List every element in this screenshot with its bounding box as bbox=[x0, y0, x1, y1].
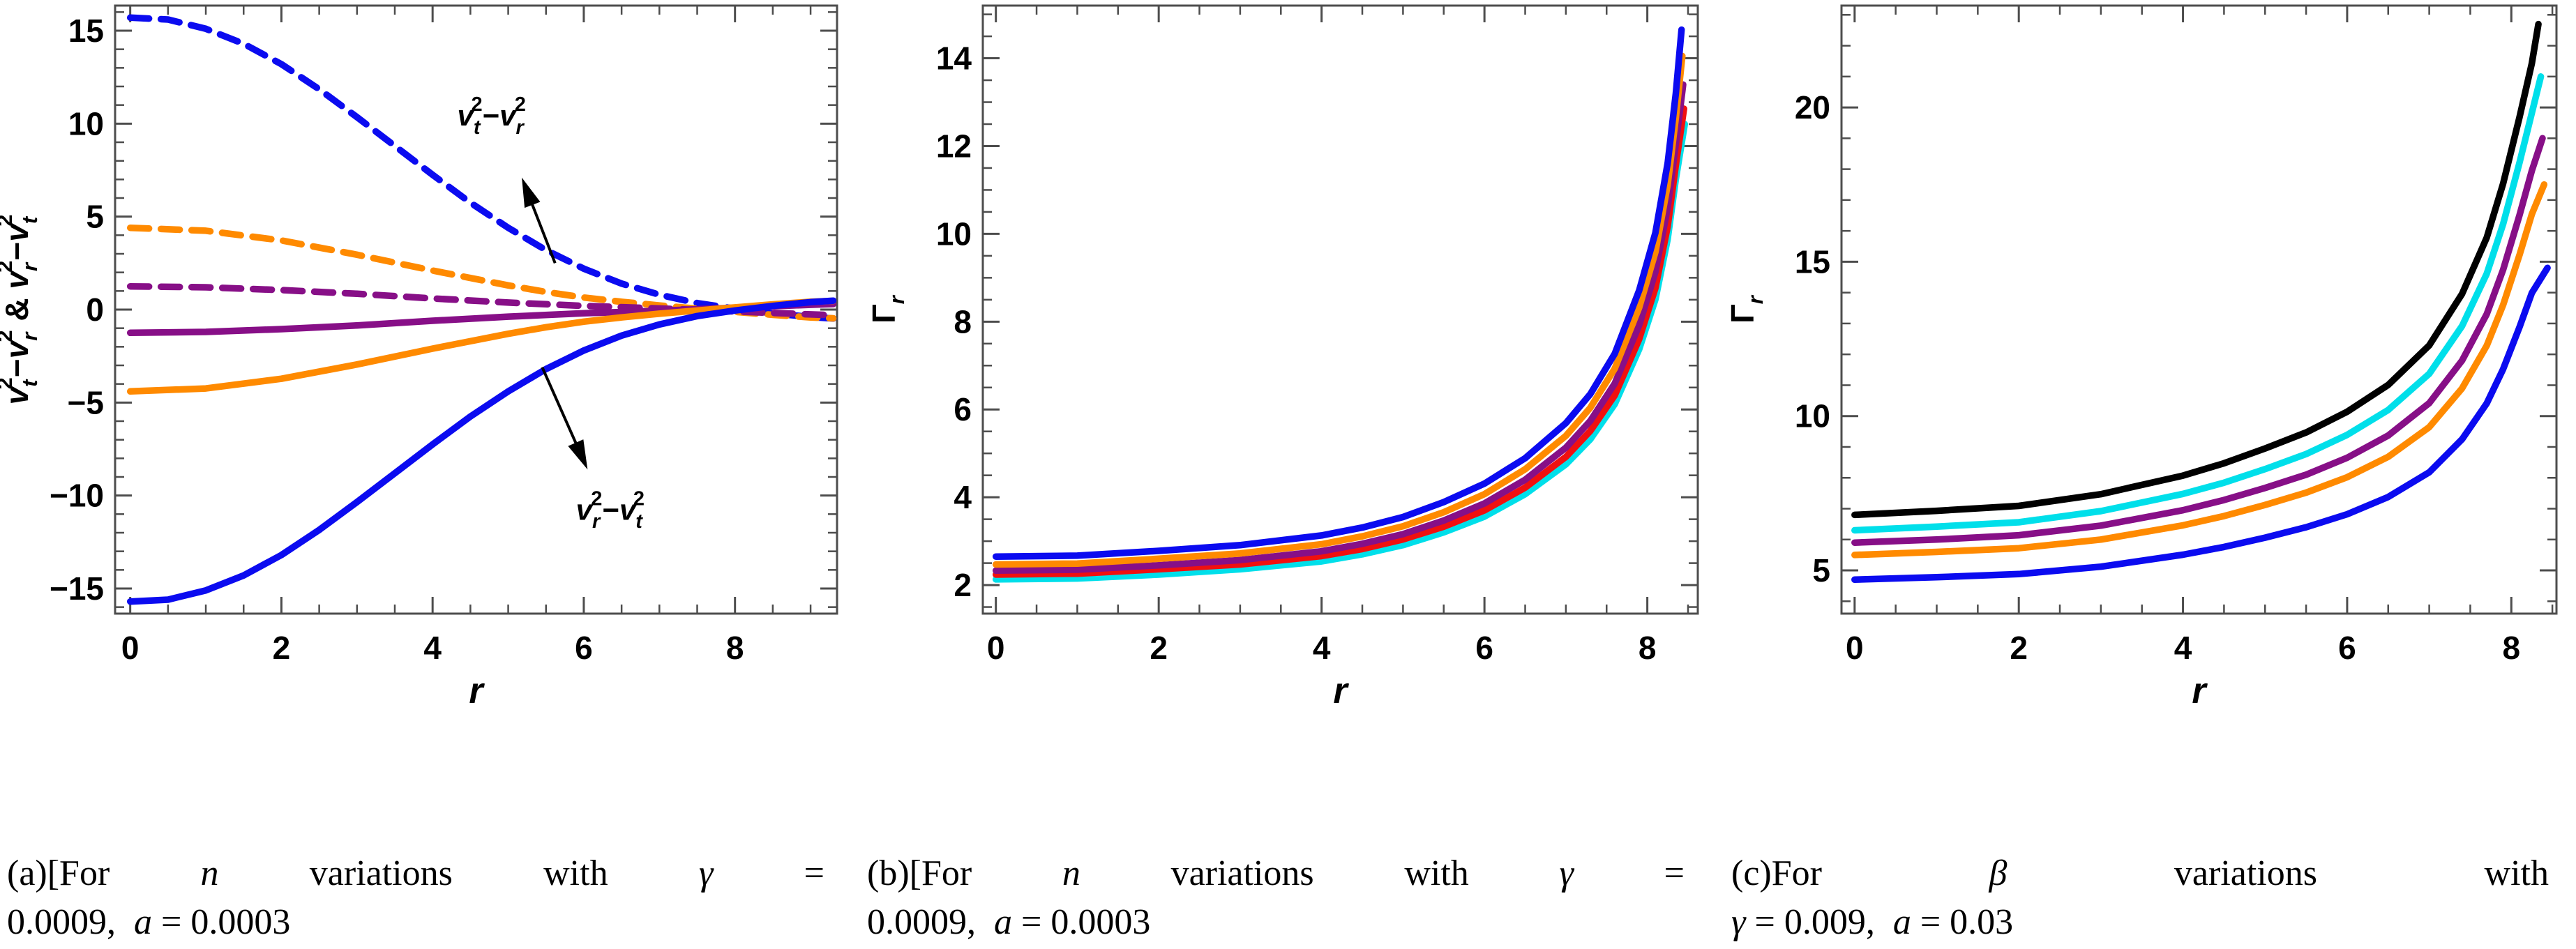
caption-word: γ bbox=[1559, 853, 1574, 893]
caption-segment: = 0.03 bbox=[1911, 902, 2014, 942]
svg-text:0: 0 bbox=[121, 630, 140, 666]
curve-gamma-r-n1-blue bbox=[992, 26, 1685, 560]
svg-text:10: 10 bbox=[1795, 398, 1830, 434]
svg-text:20: 20 bbox=[1795, 89, 1830, 126]
curve-gamma-r-n5-cyan bbox=[992, 121, 1689, 583]
y-axis-label-c: Γr bbox=[1724, 294, 1768, 324]
caption-b-line2: 0.0009, a = 0.0003 bbox=[867, 898, 1685, 947]
svg-text:2: 2 bbox=[273, 630, 291, 666]
caption-c-line1: (c)For β variations with bbox=[1731, 849, 2549, 898]
caption-c: (c)For β variations with γ = 0.009, a = 0.0… bbox=[1731, 849, 2549, 947]
svg-text:10: 10 bbox=[936, 215, 972, 252]
svg-text:8: 8 bbox=[954, 303, 972, 340]
caption-segment: γ bbox=[1731, 902, 1746, 942]
caption-word: (b)[For bbox=[867, 853, 972, 893]
svg-text:5: 5 bbox=[1812, 552, 1830, 589]
curve-vt2-vr2-n1-blue-dashed bbox=[126, 14, 837, 322]
svg-text:12: 12 bbox=[936, 128, 972, 164]
curve-vt2-vr2-n3-purple-dashed bbox=[126, 282, 837, 319]
x-axis-label-c: r bbox=[2192, 671, 2208, 711]
curve-gamma-r-beta5-blue bbox=[1851, 264, 2551, 584]
panel-a-chart: 0 2 4 6 8 −15 −10 −5 0 5 10 15 vt2−vr2 vr2−vt2 r vt2−vr… bbox=[0, 4, 838, 711]
caption-segment: a bbox=[1892, 902, 1911, 942]
vr2-minus-vt2-label-arrow bbox=[541, 366, 579, 448]
caption-a-line2: 0.0009, a = 0.0003 bbox=[7, 898, 824, 947]
x-axis-label-b: r bbox=[1333, 671, 1349, 711]
svg-text:4: 4 bbox=[423, 630, 442, 666]
svg-text:−10: −10 bbox=[50, 478, 104, 514]
curve-gamma-r-beta4-orange bbox=[1851, 181, 2548, 559]
svg-text:5: 5 bbox=[86, 199, 104, 235]
svg-text:0: 0 bbox=[987, 630, 1005, 666]
caption-word: variations bbox=[309, 853, 453, 893]
caption-b-line1: (b)[For n variations with γ = bbox=[867, 849, 1685, 898]
svg-text:4: 4 bbox=[2174, 630, 2192, 666]
svg-text:14: 14 bbox=[936, 40, 972, 77]
svg-text:6: 6 bbox=[575, 630, 593, 666]
caption-word: n bbox=[200, 853, 219, 893]
svg-text:4: 4 bbox=[1313, 630, 1331, 666]
caption-word: γ bbox=[698, 853, 714, 893]
y-axis-label-a: vt2−vr2 & vr2−vt2 bbox=[0, 215, 42, 405]
svg-text:6: 6 bbox=[2338, 630, 2356, 666]
caption-segment: = 0.0003 bbox=[1012, 902, 1151, 942]
curve-gamma-r-beta3-purple bbox=[1851, 135, 2546, 546]
caption-a: (a)[For n variations with γ = 0.0009, a = 0.0… bbox=[7, 849, 824, 947]
caption-word: variations bbox=[1170, 853, 1314, 893]
svg-text:2: 2 bbox=[954, 567, 972, 603]
curve-vr2-vt2-n1-blue-solid bbox=[126, 297, 837, 605]
curve-gamma-r-n3-purple bbox=[992, 81, 1687, 575]
svg-text:0: 0 bbox=[86, 291, 104, 328]
svg-text:15: 15 bbox=[68, 13, 104, 49]
svg-text:8: 8 bbox=[1639, 630, 1657, 666]
caption-word: (a)[For bbox=[7, 853, 110, 893]
caption-segment: = 0.009, bbox=[1745, 902, 1893, 942]
curve-gamma-r-n4-red bbox=[992, 105, 1687, 578]
caption-word: = bbox=[1664, 853, 1685, 893]
caption-word: n bbox=[1062, 853, 1080, 893]
caption-word: with bbox=[1404, 853, 1469, 893]
vr2-minus-vt2-label: vr2−vt2 bbox=[576, 487, 645, 533]
svg-text:8: 8 bbox=[2502, 630, 2520, 666]
svg-text:10: 10 bbox=[68, 105, 104, 142]
svg-text:−15: −15 bbox=[50, 570, 104, 607]
caption-word: = bbox=[804, 853, 824, 893]
y-axis-label-b: Γr bbox=[866, 294, 909, 324]
caption-c-line2: γ = 0.009, a = 0.03 bbox=[1731, 898, 2549, 947]
svg-text:6: 6 bbox=[954, 391, 972, 427]
panel-c-chart: 0 2 4 6 8 5 10 15 20 r Γr bbox=[1724, 4, 2558, 711]
svg-text:4: 4 bbox=[954, 479, 972, 515]
caption-b: (b)[For n variations with γ = 0.0009, a = 0.0… bbox=[867, 849, 1685, 947]
vt2-minus-vr2-label: vt2−vr2 bbox=[458, 93, 526, 139]
svg-text:15: 15 bbox=[1795, 243, 1830, 280]
svg-text:2: 2 bbox=[2010, 630, 2028, 666]
curve-vt2-vr2-n2-orange-dashed bbox=[126, 224, 837, 322]
panel-c: 0 2 4 6 8 5 10 15 20 r Γr bbox=[1717, 0, 2576, 812]
caption-a-line1: (a)[For n variations with γ = bbox=[7, 849, 824, 898]
svg-text:−5: −5 bbox=[68, 384, 104, 420]
caption-word: with bbox=[2484, 853, 2549, 893]
x-axis-label-a: r bbox=[469, 671, 485, 711]
caption-word: β bbox=[1989, 853, 2008, 893]
caption-segment: a bbox=[994, 902, 1012, 942]
caption-word: with bbox=[543, 853, 608, 893]
caption-segment: = 0.0003 bbox=[152, 902, 291, 942]
caption-segment: a bbox=[134, 902, 152, 942]
svg-text:6: 6 bbox=[1475, 630, 1493, 666]
caption-segment: 0.0009, bbox=[7, 902, 134, 942]
curve-gamma-r-n2-orange bbox=[992, 52, 1686, 568]
caption-word: (c)For bbox=[1731, 853, 1822, 893]
panel-b: 0 2 4 6 8 2 4 6 8 10 12 14 r Γr bbox=[859, 0, 1717, 812]
curve-gamma-r-beta1-black bbox=[1851, 20, 2542, 519]
svg-text:0: 0 bbox=[1846, 630, 1864, 666]
caption-word: variations bbox=[2174, 853, 2317, 893]
curve-gamma-r-beta2-cyan bbox=[1851, 73, 2545, 534]
vt2-minus-vr2-label-arrow bbox=[529, 200, 557, 264]
caption-segment: 0.0009, bbox=[867, 902, 994, 942]
svg-text:2: 2 bbox=[1150, 630, 1168, 666]
svg-text:8: 8 bbox=[726, 630, 744, 666]
panel-a: 0 2 4 6 8 −15 −10 −5 0 5 10 15 vt2−vr2 vr2−vt2 r vt2−vr… bbox=[0, 0, 859, 812]
